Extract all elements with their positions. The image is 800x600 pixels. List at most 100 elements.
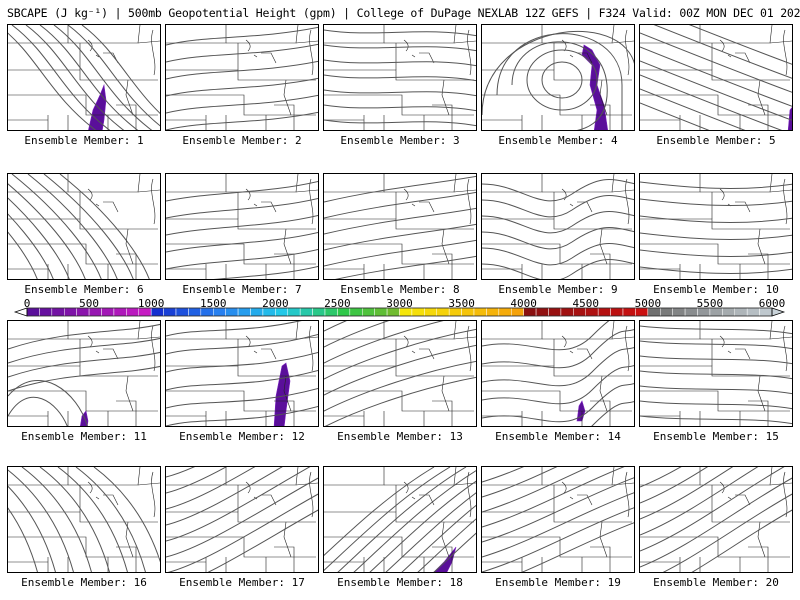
boundary-line (324, 390, 474, 412)
ensemble-panel-6 (7, 173, 161, 280)
boundary-line (748, 253, 769, 279)
map-17 (166, 467, 318, 572)
colorbar-swatch (250, 307, 264, 317)
boundary-line (611, 336, 634, 340)
boundary-line (137, 40, 160, 44)
height-contour (640, 215, 792, 223)
height-contour (166, 321, 302, 337)
boundary-line (719, 335, 725, 348)
height-contour (335, 255, 476, 279)
boundary-line (253, 54, 258, 58)
height-contour (8, 351, 160, 378)
boundary-line (87, 188, 93, 201)
height-contour (482, 211, 634, 234)
height-contour (369, 480, 476, 572)
height-contour (640, 477, 792, 568)
boundary-line (769, 189, 792, 193)
boundary-line (384, 174, 457, 193)
height-contour (324, 321, 390, 348)
boundary-line (561, 481, 567, 494)
colorbar-swatch (349, 307, 363, 317)
colorbar-swatch (610, 307, 624, 317)
height-contour (433, 532, 476, 572)
boundary-line (324, 467, 385, 486)
boundary-line (640, 511, 790, 523)
boundary-line (87, 335, 93, 348)
boundary-line (8, 511, 158, 523)
ensemble-panel-10 (639, 173, 793, 280)
boundary-line (309, 325, 314, 372)
boundary-line (151, 325, 156, 372)
boundary-line (8, 25, 69, 44)
boundary-line (87, 39, 93, 52)
height-contour (75, 467, 146, 572)
height-contour (482, 507, 634, 572)
boundary-line (411, 496, 416, 500)
colorbar-swatch (535, 307, 549, 317)
boundary-line (783, 471, 788, 518)
boundary-line (324, 94, 474, 116)
height-contour (482, 467, 590, 513)
colorbar-frame (26, 307, 773, 317)
boundary-line (640, 467, 701, 486)
boundary-line (419, 494, 435, 506)
boundary-line (719, 188, 725, 201)
height-contour (482, 365, 634, 405)
height-contour (324, 59, 476, 67)
colorbar-swatch (498, 307, 512, 317)
boundary-line (748, 400, 769, 426)
height-contour (324, 104, 476, 112)
ensemble-panel-1 (7, 24, 161, 131)
colorbar-tick-label: 4000 (510, 297, 537, 310)
boundary-line (735, 348, 751, 360)
height-contour (8, 323, 160, 350)
height-contour (496, 33, 623, 130)
height-contour (640, 249, 792, 257)
colorbar-swatch (548, 307, 562, 317)
ensemble-panel-15 (639, 320, 793, 427)
boundary-line (640, 365, 790, 377)
boundary-line (324, 218, 474, 230)
boundary-line (384, 25, 457, 44)
boundary-line (769, 40, 792, 44)
boundary-line (590, 104, 611, 130)
height-contour (166, 248, 318, 270)
boundary-line (590, 546, 611, 572)
height-contour (166, 43, 318, 63)
height-contour (43, 174, 134, 279)
colorbar-tick-label: 4500 (572, 297, 600, 310)
height-contour (482, 259, 634, 279)
boundary-line (432, 400, 453, 426)
height-contour (324, 328, 476, 380)
boundary-line (640, 25, 701, 44)
boundary-line (283, 228, 292, 265)
panel-label-7: Ensemble Member: 7 (182, 283, 302, 296)
height-contour (640, 355, 792, 365)
height-contour (337, 467, 467, 572)
colorbar-tick-label: 5000 (634, 297, 662, 310)
colorbar-swatch (424, 307, 438, 317)
height-contour (640, 198, 792, 206)
height-contour (8, 231, 38, 279)
height-contour (324, 89, 476, 97)
colorbar-swatch (684, 307, 698, 317)
height-contour (166, 467, 256, 510)
height-contour (166, 405, 318, 426)
cape-area (787, 107, 792, 130)
boundary-line (166, 94, 316, 116)
colorbar-tick-label: 1500 (200, 297, 227, 310)
boundary-line (441, 375, 450, 412)
map-7 (166, 174, 318, 279)
boundary-line (757, 521, 766, 558)
height-contour (482, 227, 634, 250)
ensemble-panel-19 (481, 466, 635, 573)
boundary-line (432, 104, 453, 130)
ensemble-panel-13 (323, 320, 477, 427)
height-contour (640, 32, 792, 93)
boundary-line (419, 348, 435, 360)
map-title: SBCAPE (J kg⁻¹) | 500mb Geopotential Hei… (7, 6, 800, 20)
boundary-line (261, 494, 277, 506)
boundary-line (151, 29, 156, 76)
colorbar-swatch (312, 307, 326, 317)
panel-label-14: Ensemble Member: 14 (495, 430, 621, 443)
